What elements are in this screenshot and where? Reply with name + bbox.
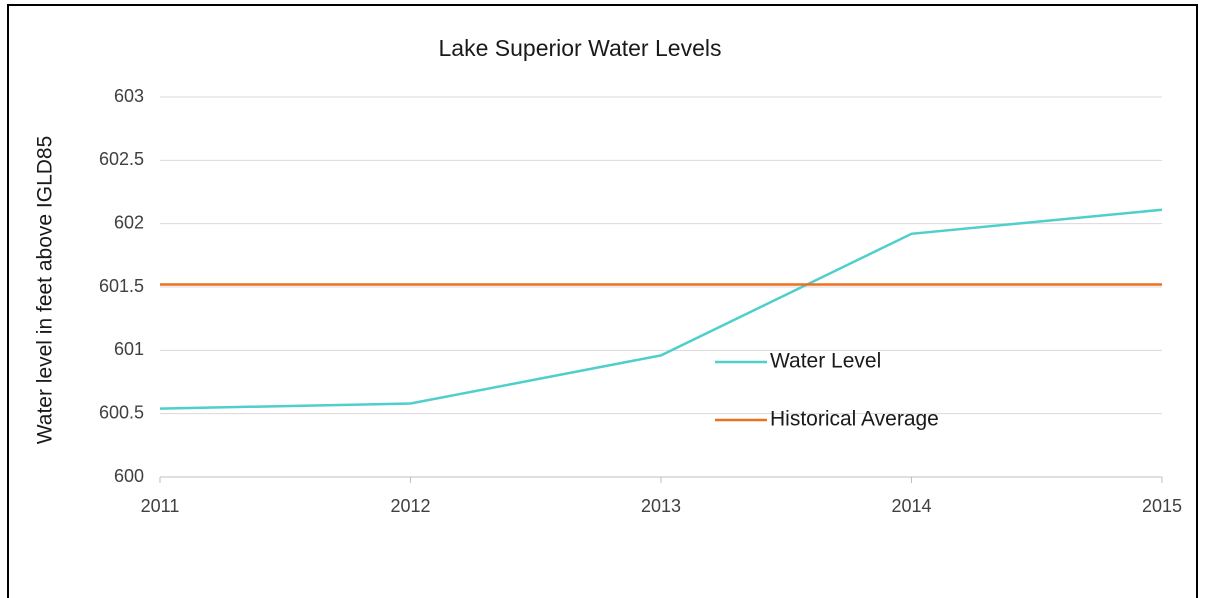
legend-label: Water Level — [770, 350, 881, 373]
data-line — [159, 208, 1163, 410]
y-tick-label: 603 — [114, 86, 144, 106]
chart-frame — [7, 4, 1198, 598]
x-tick-label: 2013 — [641, 496, 681, 516]
y-tick-label: 600 — [114, 466, 144, 486]
legend-label: Historical Average — [770, 408, 939, 431]
x-tick-label: 2015 — [1142, 496, 1182, 516]
x-tick-label: 2011 — [141, 496, 180, 516]
y-tick-label: 601.5 — [99, 276, 144, 296]
y-axis-label: Water level in feet above IGLD85 — [34, 136, 57, 445]
y-tick-label: 602 — [114, 212, 144, 232]
x-tick-label: 2012 — [390, 496, 430, 516]
y-tick-label: 602.5 — [99, 149, 144, 169]
y-tick-label: 600.5 — [99, 402, 144, 422]
x-tick-label: 2014 — [891, 496, 931, 516]
y-tick-label: 601 — [114, 339, 144, 359]
chart-title: Lake Superior Water Levels — [439, 35, 722, 61]
